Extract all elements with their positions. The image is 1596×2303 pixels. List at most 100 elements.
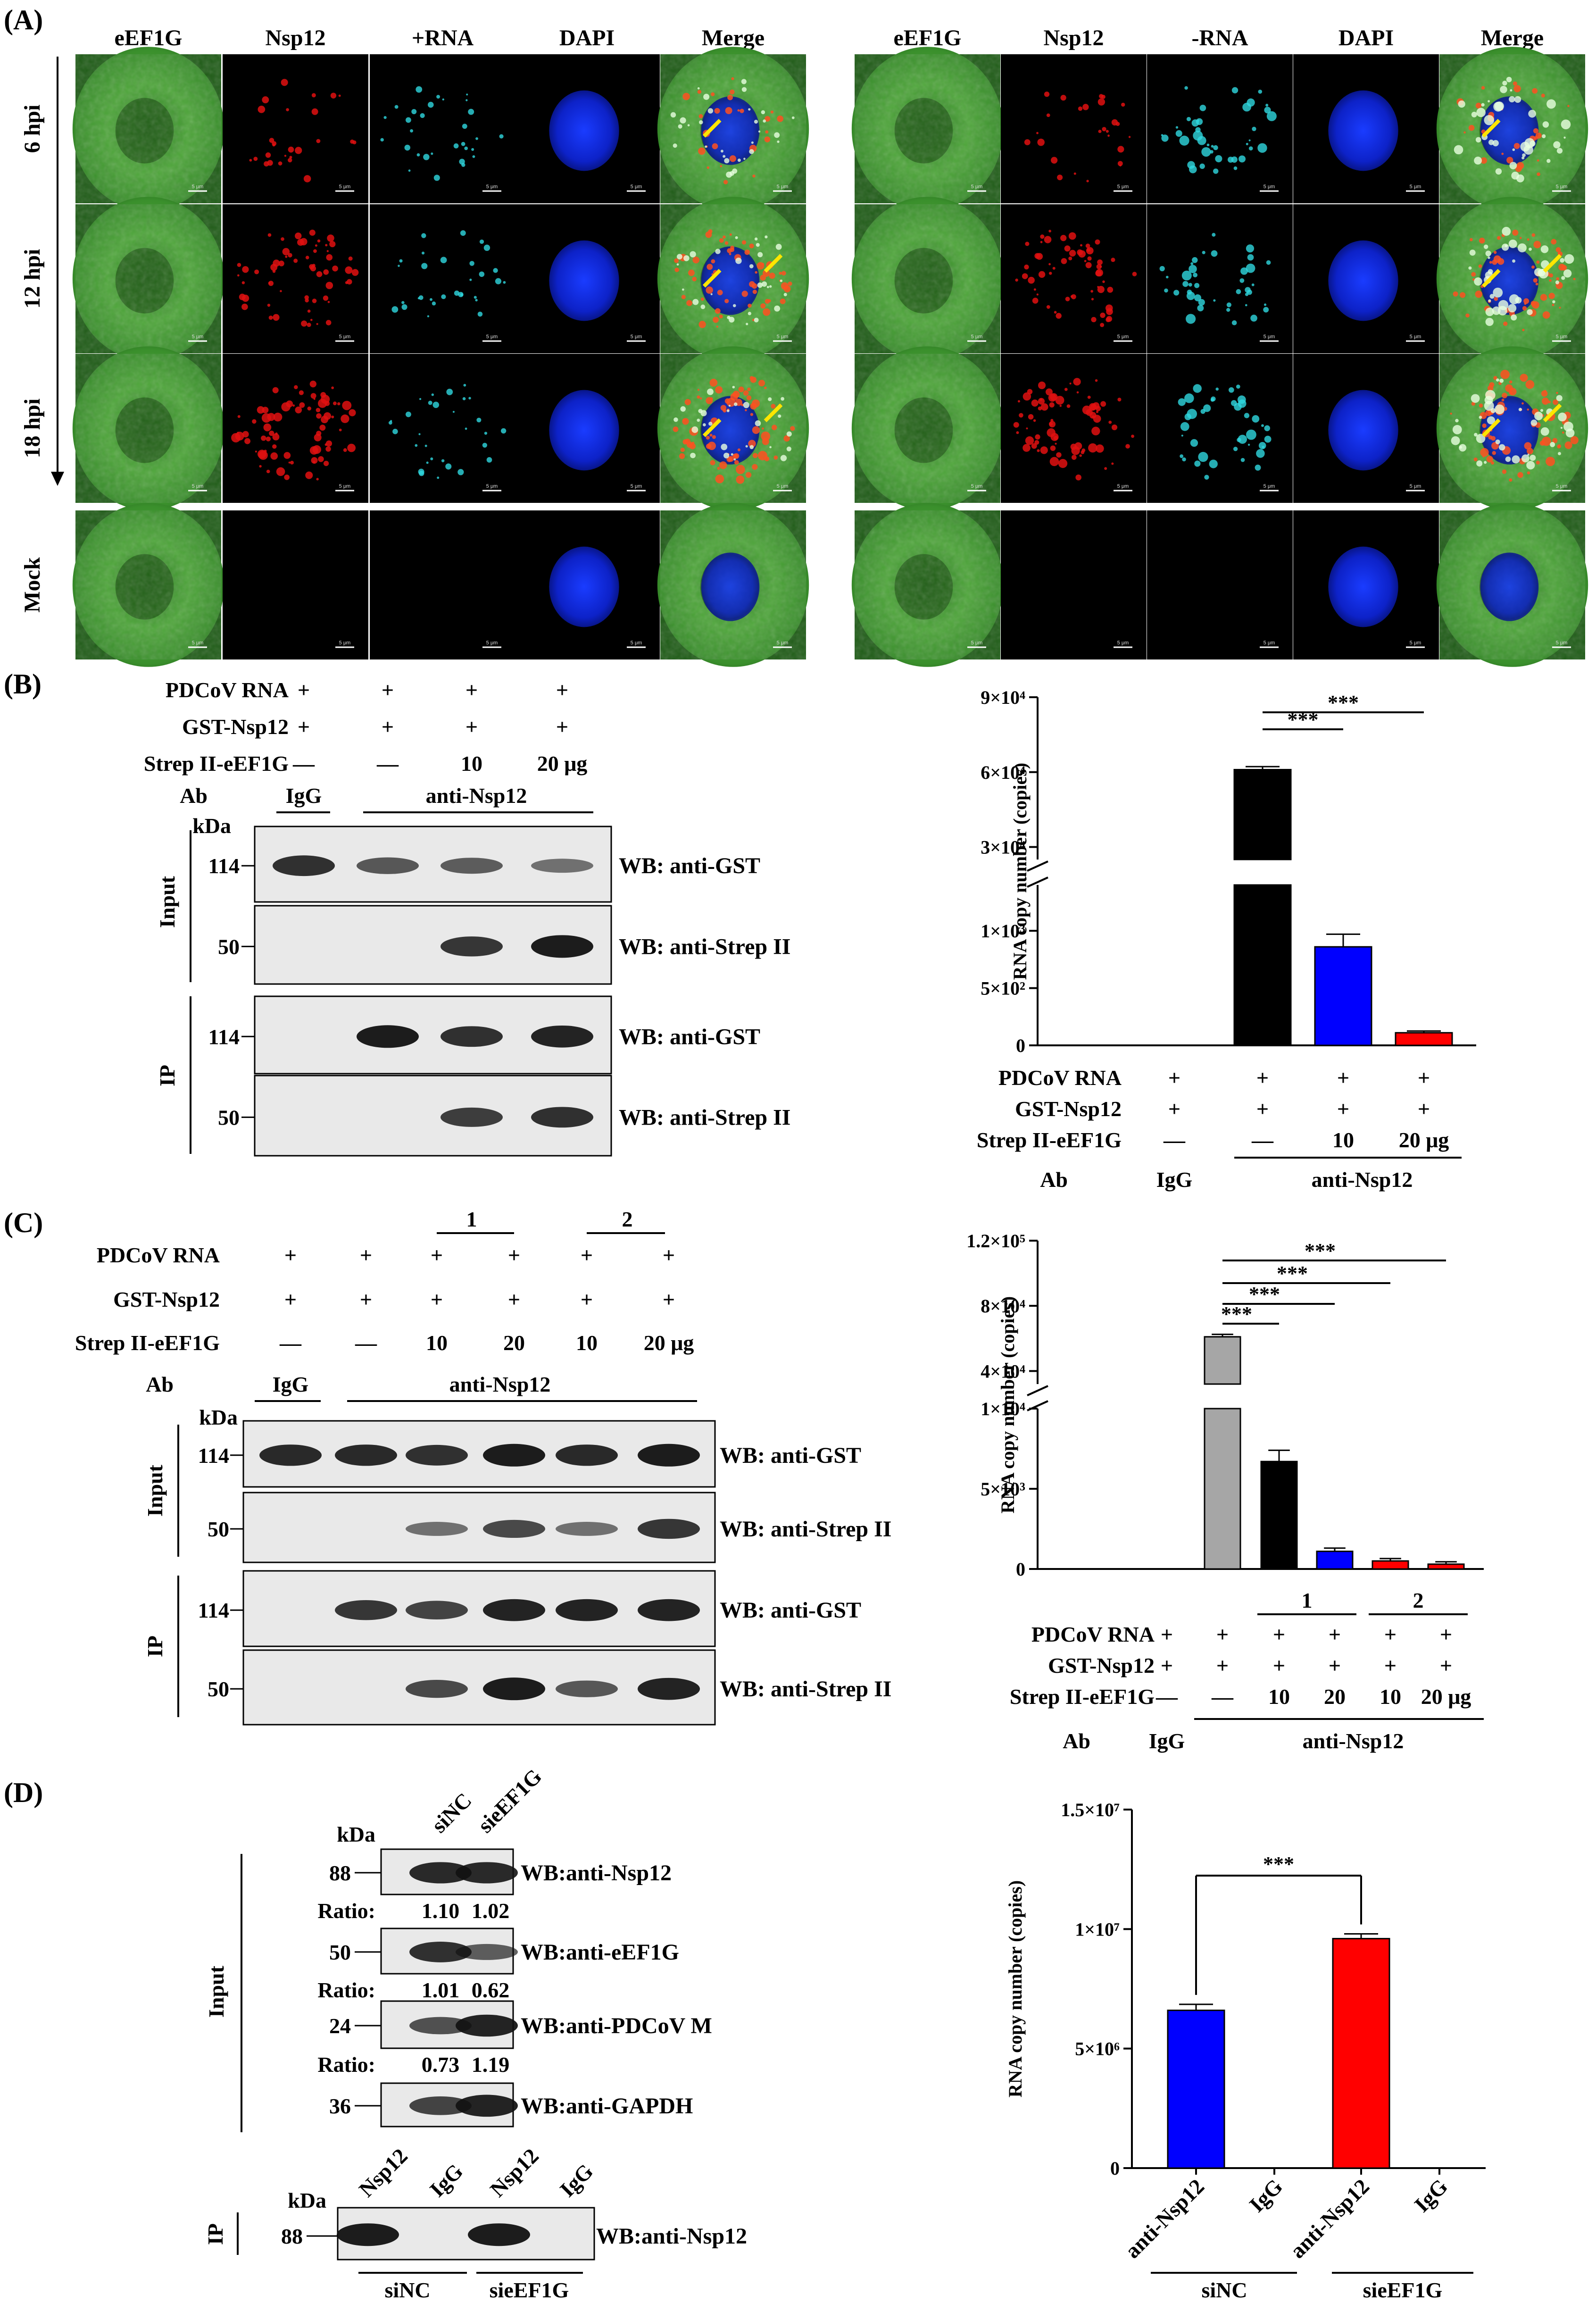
nucleus: [549, 546, 619, 627]
nsp12-puncta: [1048, 263, 1051, 266]
kda-label: kDa: [337, 1822, 375, 1846]
colocalization-arrow: [1481, 268, 1501, 288]
wb-label: WB: anti-Strep II: [619, 1105, 790, 1130]
rna-puncta: [1495, 168, 1502, 175]
scale-bar-label: 5 μm: [486, 334, 498, 340]
scale-bar-label: 5 μm: [971, 640, 983, 646]
rna-puncta: [424, 444, 427, 447]
group-label: sieEF1G: [1363, 2278, 1443, 2302]
nsp12-puncta: [731, 77, 734, 80]
nsp12-puncta: [1536, 460, 1540, 465]
eEF1G-micrograph: 5 μm: [851, 346, 1004, 510]
rna-puncta: [1506, 76, 1512, 83]
rna-puncta: [1542, 134, 1546, 138]
panel-c-condition-value: +: [581, 1287, 593, 1311]
nucleus: [1480, 552, 1539, 621]
nsp12-puncta: [715, 386, 723, 394]
nsp12-puncta: [1527, 408, 1530, 411]
rna-puncta: [1213, 145, 1218, 150]
nsp12-puncta: [733, 453, 740, 459]
scale-bar-label: 5 μm: [1117, 334, 1129, 340]
nsp12-puncta: [349, 409, 356, 417]
rna-puncta: [482, 442, 487, 448]
rna-puncta: [1248, 146, 1253, 150]
nsp12-puncta: [773, 455, 778, 460]
rna-puncta: [774, 132, 780, 138]
nsp12-puncta: [706, 443, 712, 449]
panel-b-blot-band: [441, 858, 503, 874]
rna-puncta: [1508, 304, 1517, 313]
nsp12-puncta: [1102, 280, 1105, 283]
nsp12-puncta: [686, 300, 692, 306]
nsp12-puncta: [313, 398, 316, 400]
ratio-label: Ratio:: [317, 1978, 375, 2002]
nsp12-puncta: [329, 241, 336, 248]
nsp12-puncta: [682, 92, 690, 100]
nsp12-puncta: [763, 308, 771, 316]
rna-puncta: [419, 398, 422, 400]
scale-bar-label: 5 μm: [1556, 334, 1568, 340]
rna-puncta: [1248, 139, 1251, 142]
nsp12-puncta: [762, 427, 764, 430]
rna-puncta: [495, 278, 502, 284]
nsp12-puncta: [760, 303, 766, 309]
rna-puncta: [1227, 157, 1234, 163]
bar: [1332, 1938, 1390, 2169]
ratio-value: 1.02: [472, 1899, 510, 1923]
significance-stars: ***: [1221, 1302, 1252, 1326]
nsp12-puncta: [1523, 298, 1530, 304]
nsp12-puncta: [326, 250, 329, 252]
panel-c-condition-value: +: [360, 1287, 372, 1311]
significance-stars: ***: [1263, 1852, 1294, 1876]
ip-lane-label: IgG: [555, 2159, 598, 2202]
nsp12-puncta: [286, 400, 293, 408]
nsp12-puncta: [1505, 384, 1513, 392]
nsp12-puncta: [781, 282, 789, 290]
nsp12-puncta: [1027, 389, 1033, 395]
nsp12-puncta: [1025, 242, 1030, 246]
nsp12-puncta: [351, 269, 359, 276]
panel-d-blot-band: [409, 2017, 472, 2035]
rna-puncta: [1199, 105, 1206, 111]
scale-bar-label: 5 μm: [1117, 484, 1129, 489]
rna-puncta: [471, 148, 474, 151]
rna-puncta: [436, 95, 441, 99]
nsp12-puncta: [790, 426, 795, 431]
nsp12-puncta: [692, 256, 699, 264]
nsp12-puncta: [1132, 272, 1137, 276]
nsp12-puncta: [1522, 306, 1527, 311]
nucleus: [1328, 390, 1398, 471]
rna-puncta: [1236, 289, 1241, 294]
rna-puncta: [1526, 461, 1535, 470]
panel-c-condition-value: 20 μg: [644, 1331, 694, 1355]
rna-puncta: [461, 142, 466, 146]
nsp12-puncta: [1513, 81, 1517, 86]
nsp12-puncta: [1060, 234, 1067, 242]
nsp12-puncta: [1082, 104, 1089, 110]
nsp12-puncta: [295, 147, 302, 154]
scale-bar-label: 5 μm: [777, 640, 789, 646]
rna-puncta: [1242, 102, 1251, 112]
nsp12-puncta: [323, 460, 329, 467]
rna-puncta: [780, 279, 783, 282]
panel-c-blot-band: [483, 1599, 545, 1621]
rna-puncta: [1487, 416, 1496, 425]
nsp12-puncta: [332, 265, 338, 272]
rna-puncta: [1512, 259, 1516, 263]
nsp12-puncta: [769, 272, 775, 279]
rna-puncta: [1180, 422, 1189, 431]
nsp12-puncta: [1031, 443, 1037, 449]
nsp12-puncta: [1022, 273, 1028, 279]
nsp12-puncta: [1482, 423, 1487, 428]
nsp12-puncta: [673, 426, 679, 432]
rna-puncta: [1246, 263, 1255, 273]
nsp12-puncta: [288, 461, 291, 464]
molecular-weight: 88: [329, 1861, 351, 1885]
rna-puncta: [1553, 141, 1561, 149]
rna-puncta: [1499, 378, 1504, 383]
scale-bar-label: 5 μm: [1410, 484, 1421, 489]
nsp12-puncta: [780, 298, 786, 304]
rna-puncta: [1505, 456, 1511, 462]
nsp12-puncta: [1061, 258, 1067, 264]
rna-puncta: [1471, 394, 1480, 403]
